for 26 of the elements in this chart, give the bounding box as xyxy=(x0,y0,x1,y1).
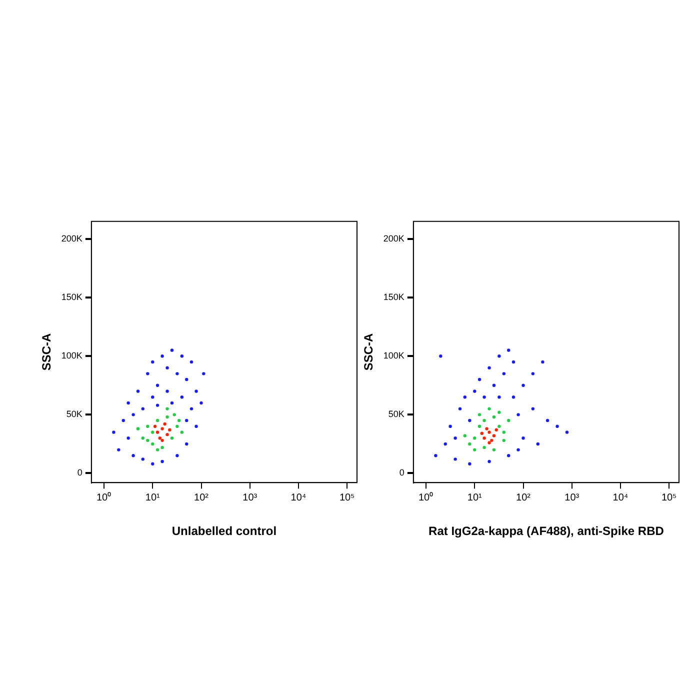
x-tick-label: 10⁴ xyxy=(290,492,306,504)
x-tick-label: 10⁴ xyxy=(612,492,628,504)
y-tick-label: 0 xyxy=(77,468,82,478)
x-tick-label: 10⁰ xyxy=(418,491,434,504)
y-tick-label: 200K xyxy=(383,233,404,244)
x-tick-label: 10³ xyxy=(564,492,580,504)
x-tick-label: 10² xyxy=(194,492,210,504)
x-axis-title: Rat IgG2a-kappa (AF488), anti-Spike RBD xyxy=(428,524,664,538)
x-tick-label: 10² xyxy=(516,492,532,504)
y-tick-label: 100K xyxy=(383,350,404,361)
y-tick-label: 150K xyxy=(61,292,82,302)
x-tick-label: 10⁵ xyxy=(661,492,677,504)
y-axis-title: SSC-A xyxy=(362,333,376,371)
x-tick-label: 10⁵ xyxy=(339,492,355,504)
y-tick-label: 100K xyxy=(61,350,82,361)
x-tick-label: 10¹ xyxy=(467,492,483,504)
y-axis-title: SSC-A xyxy=(40,333,54,371)
x-tick-label: 10⁰ xyxy=(96,491,112,504)
y-tick-label: 150K xyxy=(383,292,404,302)
x-tick-label: 10³ xyxy=(242,492,258,504)
y-tick-label: 200K xyxy=(61,233,82,244)
y-tick-label: 0 xyxy=(399,468,404,478)
y-tick-label: 50K xyxy=(66,409,82,420)
y-tick-label: 50K xyxy=(388,409,404,420)
x-tick-label: 10¹ xyxy=(145,492,161,504)
x-axis-title: Unlabelled control xyxy=(172,524,277,538)
